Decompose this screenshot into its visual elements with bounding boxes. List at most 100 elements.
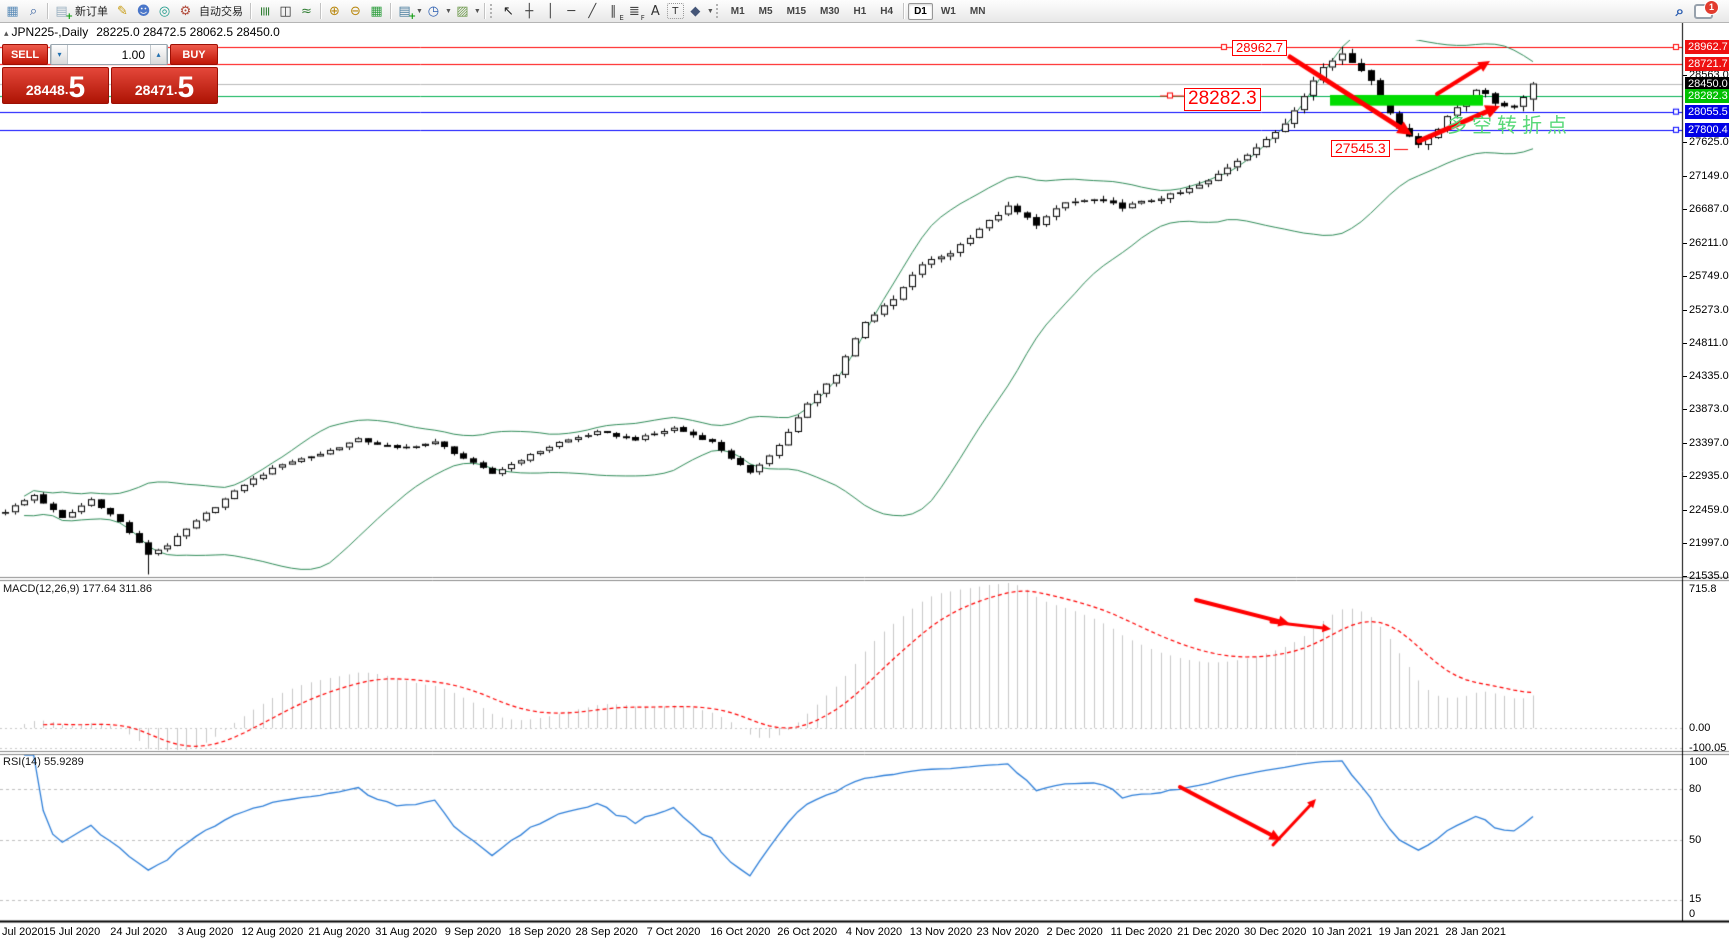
chevron-down-icon[interactable]: ▼ (444, 7, 452, 15)
community-icon[interactable]: ☻ (134, 2, 153, 20)
timeframe-d1[interactable]: D1 (908, 2, 933, 20)
date-label: 2 Dec 2020 (1046, 926, 1103, 938)
crayon-icon-glyph: ✎ (117, 3, 128, 19)
timeframe-bar: M1 M5 M15 M30 H1 H4 D1 W1 MN (724, 2, 993, 20)
price-annotation-tag[interactable]: 28962.7 (1232, 40, 1287, 57)
tick-dash (1683, 175, 1687, 177)
new-order-icon-label[interactable]: 新订单 (75, 6, 108, 18)
chevron-down-icon[interactable]: ▼ (416, 7, 423, 15)
date-label: 12 Aug 2020 (241, 926, 304, 938)
horizontal-line-icon[interactable]: ─ (562, 2, 581, 20)
vertical-line-icon[interactable]: │ (541, 2, 560, 20)
price-annotation-tag[interactable]: 27545.3 (1331, 140, 1390, 158)
toolbar-grip[interactable] (715, 4, 720, 18)
rsi-scale-label: 100 (1689, 756, 1708, 768)
autotrading-icon-label[interactable]: 自动交易 (199, 6, 243, 18)
chinese-note-annotation[interactable]: 多空转折点 (1447, 115, 1572, 137)
cursor-icon-glyph: ↖ (502, 3, 514, 19)
cursor-icon[interactable]: ↖ (499, 2, 518, 20)
price-tick: 23397.0 (1683, 437, 1729, 450)
timeframe-m30[interactable]: M30 (820, 5, 840, 17)
autotrading-icon[interactable]: ⚙ (176, 2, 195, 20)
price-line-badge: 28962.7 (1685, 40, 1729, 54)
fibonacci-icon-letter: F (640, 14, 645, 22)
price-tick: 26211.0 (1683, 237, 1728, 250)
bar-chart-icon[interactable]: ≣ (255, 2, 274, 20)
buy-button[interactable]: BUY (170, 44, 218, 65)
volume-decrease-button[interactable]: ▾ (51, 45, 68, 64)
tick-dash (1683, 543, 1687, 545)
crosshair-icon[interactable]: ┼ (520, 2, 539, 20)
volume-input[interactable]: 1.00 (121, 48, 145, 62)
template-icon-glyph: ▨ (456, 3, 469, 19)
price-annotation-tag[interactable]: 28282.3 (1184, 88, 1261, 111)
fibonacci-icon[interactable]: ≣ F (625, 2, 645, 23)
new-order-icon-glyph: ▤ (55, 3, 68, 19)
price-tick: 22459.0 (1683, 504, 1729, 517)
vertical-line-icon-glyph: │ (546, 3, 555, 19)
channel-icon[interactable]: ∥ E (604, 2, 624, 23)
date-label: 15 Jul 2020 (43, 926, 101, 938)
volume-increase-button[interactable]: ▴ (150, 45, 167, 64)
price-tick: 26687.0 (1683, 203, 1729, 216)
zoom-in-icon-glyph: ⊕ (329, 3, 340, 19)
template-icon[interactable]: ▨ (453, 2, 472, 20)
text-icon[interactable]: A (646, 2, 665, 20)
sell-button[interactable]: SELL (2, 44, 48, 65)
price-tick: 21535.0 (1683, 570, 1729, 583)
candlestick-chart-icon-glyph: ◫ (279, 3, 292, 19)
zoom-in-icon[interactable]: ⊕ (325, 2, 344, 20)
timeframe-mn[interactable]: MN (969, 5, 986, 17)
sell-price-display[interactable]: 28448. 5 (2, 67, 109, 104)
chevron-down-icon[interactable]: ▼ (473, 7, 481, 15)
charts-window-icon-glyph: ▦ (6, 3, 19, 19)
date-label: 23 Nov 2020 (976, 926, 1039, 938)
search-icon[interactable]: ⌕ (1675, 2, 1684, 20)
buy-price-display[interactable]: 28471. 5 (111, 67, 218, 104)
date-label: 9 Sep 2020 (444, 926, 502, 938)
date-label: 18 Sep 2020 (508, 926, 571, 938)
tile-windows-icon[interactable]: ▦ (367, 2, 386, 20)
rsi-scale-label: 50 (1689, 833, 1702, 846)
toolbar-grip[interactable] (489, 4, 494, 18)
toolbar: ▦ ⌕ ▤ + 新订单 ✎ ☻ ◎ ⚙ 自动交易 ≣ ◫ ≈ ⊕ ⊖ ▦ ▤ + ▼ ◷ ▼ ▨ ▼ ↖ ┼ │ ─ ╱ ∥ E ≣ F A T ◆… (0, 0, 1729, 23)
text-label-icon[interactable]: T (666, 3, 684, 19)
community-icon-glyph: ☻ (136, 3, 151, 19)
timeframe-w1[interactable]: W1 (940, 5, 956, 17)
line-chart-icon[interactable]: ≈ (297, 2, 316, 20)
price-tick: 25749.0 (1683, 270, 1729, 283)
tick-dash (1683, 376, 1687, 378)
price-tick: 27625.0 (1683, 136, 1729, 149)
symbol-period-label: JPN225-,Daily (11, 25, 89, 39)
zoom-out-icon[interactable]: ⊖ (346, 2, 365, 20)
line-chart-icon-glyph: ≈ (301, 3, 312, 19)
signals-icon[interactable]: ◎ (155, 2, 174, 20)
chevron-down-icon[interactable]: ▼ (706, 7, 714, 15)
add-indicator-icon[interactable]: ▤ + (395, 2, 416, 23)
signals-icon-glyph: ◎ (158, 3, 171, 19)
preview-icon[interactable]: ⌕ (24, 2, 43, 20)
rsi-scale-label: 80 (1689, 782, 1702, 795)
crayon-icon[interactable]: ✎ (113, 2, 132, 20)
timeframe-m15[interactable]: M15 (786, 5, 807, 17)
timeframe-h4[interactable]: H4 (880, 5, 894, 17)
charts-window-icon[interactable]: ▦ (3, 2, 22, 20)
macd-name: MACD(12,26,9) (3, 583, 80, 595)
timeframe-h1[interactable]: H1 (853, 5, 867, 17)
buy-price-int: 28471 (134, 82, 174, 98)
price-tick: 21997.0 (1683, 537, 1729, 550)
trendline-icon[interactable]: ╱ (583, 2, 602, 20)
tick-dash (1683, 510, 1687, 512)
timeframe-m5[interactable]: M5 (758, 5, 773, 17)
shapes-icon[interactable]: ◆ (686, 2, 705, 20)
candlestick-chart-icon[interactable]: ◫ (276, 2, 295, 20)
new-order-icon[interactable]: ▤ + (52, 2, 73, 23)
timeframe-m1[interactable]: M1 (730, 5, 745, 17)
date-label: 30 Dec 2020 (1243, 926, 1307, 938)
chat-icon[interactable]: 1 (1694, 0, 1719, 19)
periods-icon[interactable]: ◷ (424, 2, 443, 20)
date-label: 24 Jul 2020 (110, 926, 168, 938)
tick-dash (1683, 74, 1687, 76)
